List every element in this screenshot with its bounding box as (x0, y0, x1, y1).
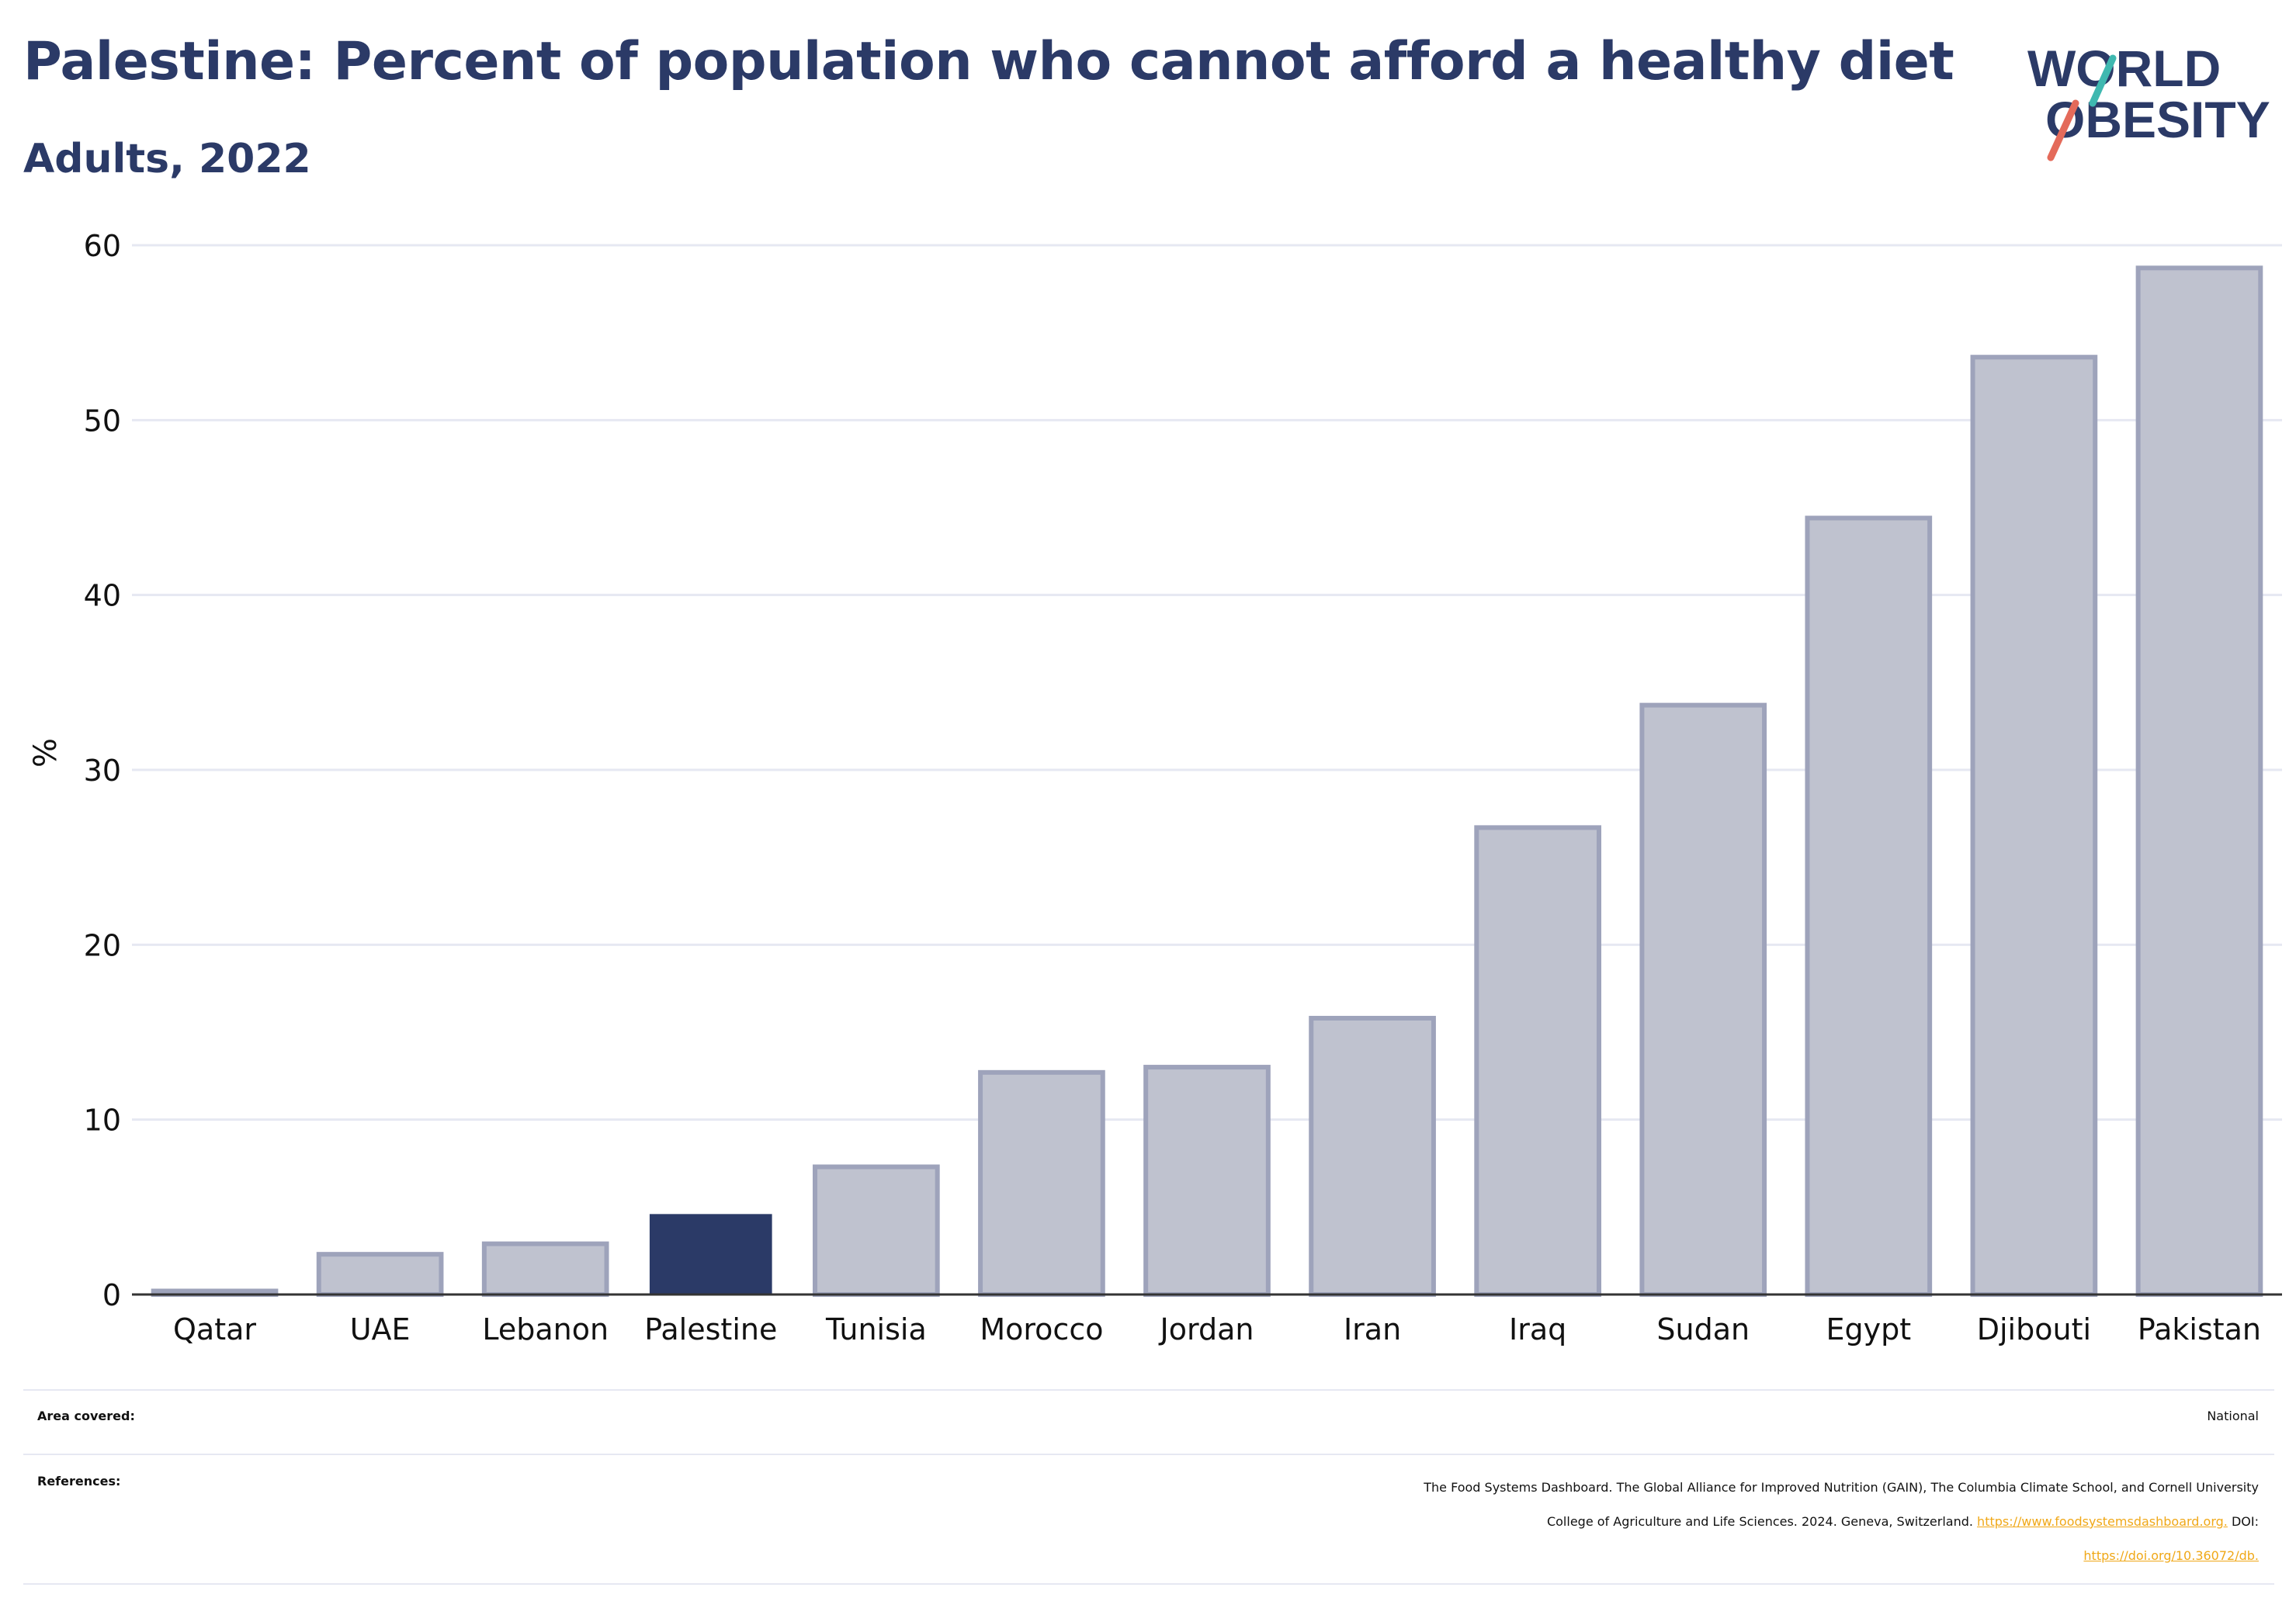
bar-iraq (1474, 825, 1601, 1297)
doi-label: DOI: (2231, 1514, 2259, 1529)
bar-morocco (978, 1069, 1105, 1297)
references-line1: The Food Systems Dashboard. The Global A… (1424, 1480, 2259, 1495)
chart-title: Palestine: Percent of population who can… (23, 31, 1954, 92)
x-tick-label: Palestine (644, 1312, 777, 1346)
logo-text-world: WORLD (2027, 40, 2221, 97)
area-covered-value: National (2207, 1409, 2259, 1423)
y-tick-label: 20 (84, 928, 121, 962)
references-text: The Food Systems Dashboard. The Global A… (473, 1471, 2259, 1573)
y-tick-label: 0 (102, 1278, 121, 1312)
x-tick-label: Jordan (1159, 1312, 1254, 1346)
bar-palestine (649, 1214, 772, 1294)
x-tick-label: Iraq (1509, 1312, 1566, 1346)
y-tick-label: 10 (84, 1104, 121, 1138)
x-tick-label: Djibouti (1977, 1312, 2091, 1346)
doi-link[interactable]: https://doi.org/10.36072/db. (2083, 1548, 2259, 1563)
area-covered-label: Area covered: (37, 1409, 135, 1423)
footer-rule-bottom (23, 1583, 2274, 1585)
bar-iran (1309, 1015, 1436, 1298)
references-line2-text: College of Agriculture and Life Sciences… (1546, 1514, 1973, 1529)
chart-subtitle: Adults, 2022 (23, 136, 311, 182)
x-tick-label: Qatar (173, 1312, 256, 1346)
bar-uae (316, 1252, 444, 1298)
y-tick-label: 40 (84, 579, 121, 613)
y-tick-label: 50 (84, 404, 121, 438)
logo-text-obesity: OBESITY (2045, 91, 2270, 148)
footer-rule-mid (23, 1454, 2274, 1455)
logo-coral-slash (2047, 99, 2079, 161)
bar-lebanon (481, 1241, 609, 1297)
x-tick-label: Tunisia (825, 1312, 927, 1346)
x-tick-label: Egypt (1826, 1312, 1911, 1346)
bar-jordan (1143, 1065, 1271, 1297)
world-obesity-logo: WORLD OBESITY (2027, 40, 2270, 161)
y-axis-label: % (28, 738, 64, 768)
x-tick-label: Pakistan (2138, 1312, 2261, 1346)
footer-rule-top (23, 1389, 2274, 1391)
bar-djibouti (1970, 355, 2098, 1297)
bar-pakistan (2135, 265, 2263, 1297)
x-tick-label: Iran (1344, 1312, 1401, 1346)
x-tick-label: Sudan (1656, 1312, 1750, 1346)
bar-egypt (1805, 515, 1933, 1297)
x-tick-label: UAE (350, 1312, 411, 1346)
bar-sudan (1639, 702, 1767, 1297)
gridlines (132, 244, 2282, 1121)
references-line2: College of Agriculture and Life Sciences… (473, 1505, 2259, 1539)
axes: 0 10 20 30 40 50 60 Qatar UAE Lebanon Palestine Tun… (84, 229, 2282, 1346)
bar-chart: 0 10 20 30 40 50 60 Qatar UAE Lebanon Palestine Tun… (28, 229, 2282, 1346)
references-line3: https://doi.org/10.36072/db. (473, 1539, 2259, 1573)
y-tick-label: 60 (84, 229, 121, 263)
bars (151, 265, 2263, 1298)
bar-tunisia (813, 1164, 940, 1298)
y-tick-label: 30 (84, 754, 121, 788)
x-tick-label: Lebanon (482, 1312, 609, 1346)
x-tick-label: Morocco (980, 1312, 1103, 1346)
references-label: References: (37, 1474, 121, 1489)
logo-teal-slash (2089, 54, 2117, 107)
food-systems-dashboard-link[interactable]: https://www.foodsystemsdashboard.org. (1977, 1514, 2228, 1529)
